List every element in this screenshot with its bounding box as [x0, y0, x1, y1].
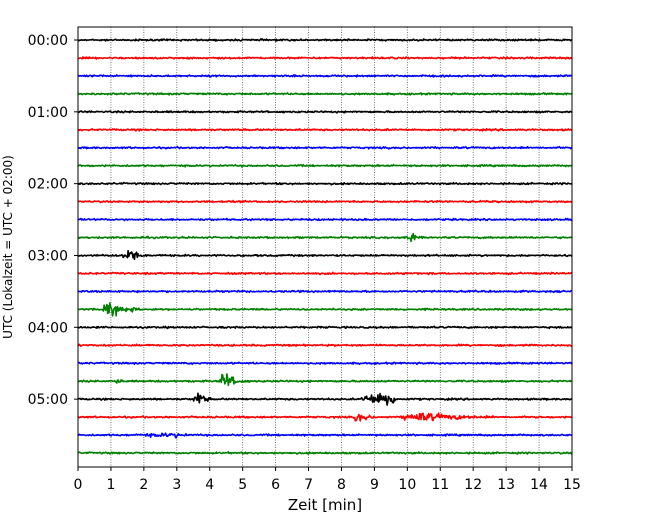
seismic-trace: [77, 249, 573, 261]
seismic-trace: [77, 74, 573, 78]
seismic-trace: [77, 199, 573, 204]
seismic-trace: [77, 38, 573, 42]
seismic-trace: [77, 343, 573, 348]
x-tick-label: 5: [238, 477, 247, 493]
y-tick-label: 01:00: [28, 105, 68, 121]
x-grid: [110, 27, 540, 467]
x-tick-label: 13: [497, 477, 515, 493]
x-axis: 0 1 2 3 4 5 6 7 8 9 10 11 12 13 14 15: [74, 467, 581, 493]
seismic-trace: [77, 289, 573, 294]
seismic-trace: [77, 127, 573, 132]
x-tick-label: 6: [271, 477, 280, 493]
x-tick-label: 4: [205, 477, 214, 493]
x-tick-label: 14: [530, 477, 548, 493]
x-tick-label: 2: [139, 477, 148, 493]
seismic-trace: [77, 163, 573, 168]
x-tick-label: 12: [464, 477, 482, 493]
x-tick-label: 15: [563, 477, 581, 493]
seismic-trace: [77, 325, 573, 330]
y-tick-label: 03:00: [28, 248, 68, 264]
y-tick-label: 04:00: [28, 320, 68, 336]
seismic-trace: [77, 181, 573, 186]
x-tick-label: 11: [431, 477, 449, 493]
seismic-trace: [77, 145, 573, 150]
x-tick-label: 1: [106, 477, 115, 493]
y-tick-label: 02:00: [28, 177, 68, 193]
y-axis-label: UTC (Lokalzeit = UTC + 02:00): [1, 155, 15, 339]
y-tick-label: 05:00: [28, 392, 68, 408]
plot-frame: [78, 27, 572, 467]
seismic-trace: [77, 412, 573, 422]
seismic-trace: [77, 56, 573, 60]
x-tick-label: 10: [398, 477, 416, 493]
seismic-trace: [77, 92, 573, 96]
seismic-trace: [77, 232, 573, 243]
seismic-trace: [77, 451, 573, 455]
plot-border: [77, 26, 573, 468]
seismic-trace: [77, 271, 573, 276]
x-tick-label: 8: [337, 477, 346, 493]
x-tick-label: 7: [304, 477, 313, 493]
seismic-trace: [77, 373, 573, 387]
seismic-trace: [77, 392, 573, 406]
x-tick-label: 0: [74, 477, 83, 493]
seismic-trace: [77, 217, 573, 222]
y-tick-label: 00:00: [28, 33, 68, 49]
seismic-trace: [77, 302, 573, 317]
seismic-trace: [77, 110, 573, 114]
seismic-traces: [77, 38, 573, 455]
seismic-trace: [77, 432, 573, 439]
y-axis: 00:00 01:00 02:00 03:00 04:00 05:00: [28, 33, 78, 408]
plot-area: [78, 27, 572, 467]
x-tick-label: 9: [370, 477, 379, 493]
x-tick-label: 3: [172, 477, 181, 493]
seismic-trace: [77, 361, 573, 366]
x-axis-label: Zeit [min]: [288, 496, 362, 514]
